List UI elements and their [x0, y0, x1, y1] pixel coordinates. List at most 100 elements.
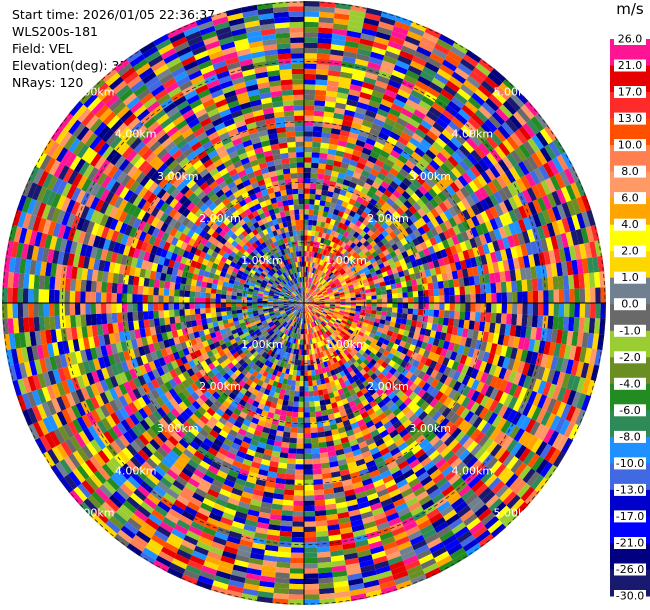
velocity-gate: [314, 304, 320, 307]
velocity-gate: [301, 298, 304, 303]
velocity-gate: [174, 316, 181, 324]
velocity-gate: [343, 237, 350, 244]
velocity-gate: [386, 293, 393, 299]
velocity-gate: [315, 275, 320, 281]
velocity-gate: [287, 319, 292, 325]
velocity-gate: [334, 361, 341, 368]
velocity-gate: [308, 304, 314, 307]
velocity-gate: [306, 293, 310, 299]
velocity-gate: [512, 303, 518, 315]
velocity-gate: [158, 287, 165, 296]
velocity-gate: [294, 290, 298, 295]
velocity-gate: [307, 306, 312, 311]
velocity-gate: [304, 299, 308, 303]
velocity-gate: [345, 347, 352, 354]
velocity-gate: [453, 278, 460, 288]
velocity-gate: [517, 303, 523, 315]
velocity-gate: [347, 317, 354, 322]
velocity-gate: [251, 342, 258, 349]
velocity-gate: [267, 264, 273, 270]
velocity-gate: [304, 224, 309, 231]
velocity-gate: [305, 313, 308, 319]
velocity-gate: [231, 271, 238, 277]
velocity-gate: [189, 297, 195, 303]
velocity-gate: [485, 283, 492, 294]
velocity-gate: [238, 257, 245, 264]
velocity-gate: [205, 312, 212, 319]
velocity-gate: [300, 303, 304, 307]
velocity-gate: [306, 251, 310, 257]
velocity-gate: [340, 235, 347, 242]
velocity-gate: [226, 290, 232, 296]
velocity-gate: [251, 242, 259, 249]
velocity-gate: [289, 162, 297, 169]
velocity-gate: [281, 266, 286, 273]
velocity-gate: [321, 328, 326, 334]
velocity-gate: [335, 304, 341, 307]
velocity-gate: [293, 199, 299, 205]
velocity-gate: [321, 272, 326, 278]
velocity-gate: [250, 279, 257, 285]
velocity-gate: [334, 238, 341, 245]
velocity-gate: [334, 306, 341, 309]
velocity-gate: [402, 303, 409, 309]
velocity-gate: [317, 291, 322, 296]
velocity-gate: [226, 310, 232, 316]
velocity-gate: [313, 306, 319, 309]
velocity-gate: [294, 214, 300, 221]
velocity-gate: [247, 311, 254, 315]
velocity-gate: [292, 279, 296, 285]
velocity-gate: [346, 353, 353, 360]
velocity-gate: [349, 289, 355, 294]
velocity-gate: [345, 307, 351, 311]
velocity-gate: [339, 310, 345, 314]
velocity-gate: [264, 252, 271, 259]
velocity-gate: [300, 318, 303, 324]
velocity-gate: [346, 339, 353, 345]
velocity-gate: [309, 311, 314, 317]
velocity-gate: [309, 401, 315, 407]
velocity-gate: [329, 294, 335, 298]
velocity-gate: [352, 331, 359, 337]
velocity-gate: [304, 303, 307, 308]
velocity-gate: [319, 297, 325, 300]
velocity-gate: [319, 329, 324, 335]
velocity-gate: [365, 288, 371, 294]
velocity-gate: [338, 312, 345, 316]
velocity-gate: [237, 269, 244, 276]
velocity-gate: [328, 309, 335, 313]
velocity-gate: [272, 283, 278, 288]
velocity-gate: [418, 303, 424, 310]
velocity-gate: [242, 286, 249, 292]
velocity-gate: [305, 307, 309, 313]
velocity-gate: [320, 351, 325, 358]
velocity-gate: [295, 464, 304, 470]
velocity-gate: [281, 367, 287, 374]
velocity-gate: [351, 348, 359, 355]
velocity-gate: [349, 274, 355, 280]
velocity-gate: [307, 240, 311, 246]
velocity-gate: [106, 292, 112, 303]
velocity-gate: [143, 277, 150, 287]
velocity-gate: [253, 344, 260, 351]
velocity-gate: [304, 485, 314, 491]
velocity-gate: [371, 295, 377, 300]
velocity-gate: [309, 272, 313, 278]
velocity-gate: [153, 279, 160, 288]
velocity-gate: [226, 286, 233, 292]
velocity-gate: [215, 293, 222, 299]
velocity-gate: [242, 314, 249, 320]
velocity-gate: [294, 289, 299, 295]
velocity-gate: [511, 280, 518, 293]
velocity-gate: [296, 295, 301, 300]
velocity-gate: [308, 297, 313, 301]
velocity-gate: [283, 351, 288, 358]
velocity-gate: [326, 336, 332, 343]
velocity-gate: [308, 396, 315, 402]
velocity-gate: [304, 300, 309, 303]
velocity-gate: [339, 308, 346, 312]
velocity-gate: [349, 310, 356, 314]
velocity-gate: [341, 281, 347, 287]
velocity-gate: [315, 269, 319, 275]
velocity-gate: [307, 294, 311, 299]
